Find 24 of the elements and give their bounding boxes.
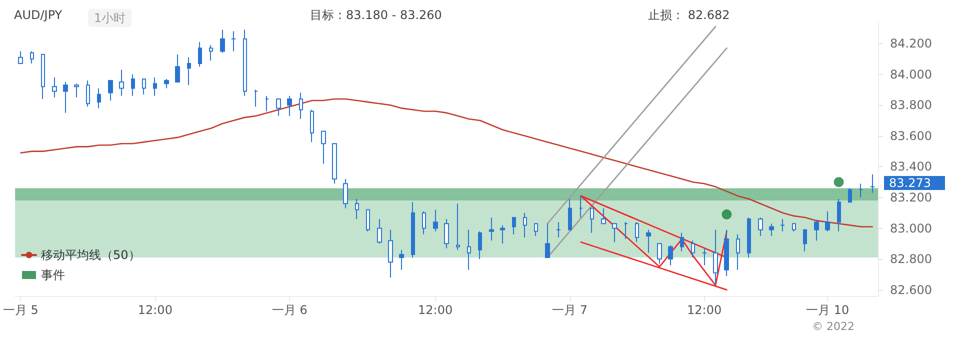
text: 目标：83.180 - 83.260: [310, 8, 442, 22]
x-tick-label: 12:00: [138, 303, 172, 317]
y-tick-label: 83.600: [890, 128, 932, 143]
text: 83.273: [889, 176, 931, 190]
text: AUD/JPY: [14, 8, 63, 22]
x-tick-label: 一月 5: [2, 303, 38, 317]
x-tick-label: 一月 10: [806, 303, 850, 317]
y-tick-label: 84.000: [890, 67, 932, 82]
y-tick-label: 83.200: [890, 190, 932, 204]
x-tick-label: 一月 6: [272, 303, 308, 317]
text: 止损： 82.682: [648, 8, 730, 22]
legend-label: 移动平均线（50）: [41, 248, 140, 262]
y-tick-label: 84.200: [890, 36, 932, 51]
y-tick-label: 83.800: [890, 98, 932, 112]
x-tick-label: 一月 7: [552, 303, 588, 317]
text: © 2022: [812, 320, 854, 333]
x-tick-label: 12:00: [687, 303, 722, 317]
y-tick-label: 82.800: [890, 252, 932, 266]
x-tick-label: 12:00: [418, 303, 453, 317]
annotation: 1小时: [94, 11, 126, 25]
y-tick-label: 83.400: [890, 160, 932, 174]
y-tick-label: 83.000: [890, 221, 932, 236]
y-tick-label: 82.600: [890, 282, 932, 297]
legend-label: 事件: [41, 268, 65, 282]
